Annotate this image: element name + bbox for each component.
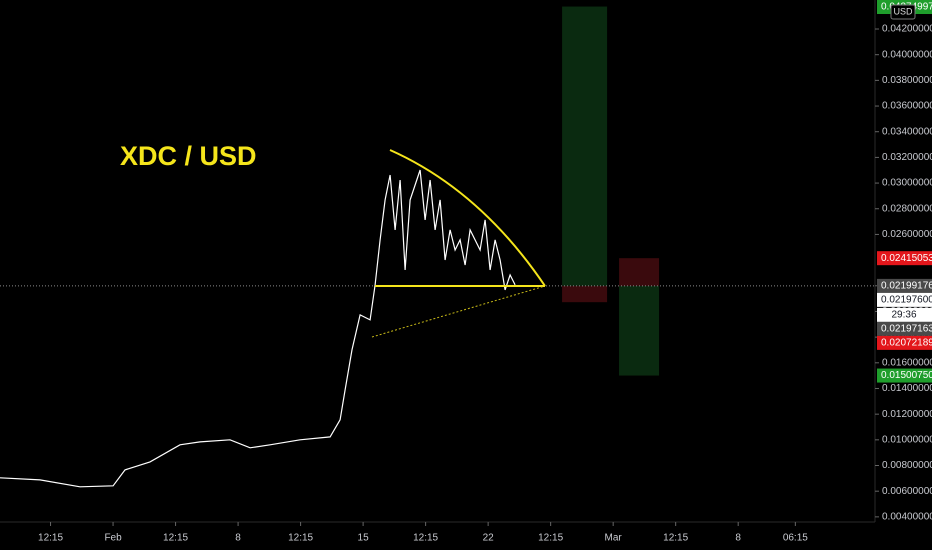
position-target [619, 285, 660, 376]
x-tick-label: 12:15 [663, 533, 688, 544]
price-label: 0.02199176 [881, 281, 932, 292]
y-tick-label: 0.00800000 [882, 460, 932, 471]
x-tick-label: 12:15 [538, 533, 563, 544]
plot-area [0, 6, 875, 488]
price-label: 0.02197600 [881, 295, 932, 306]
price-axis [875, 0, 932, 550]
y-tick-label: 0.01000000 [882, 434, 932, 445]
y-tick-label: 0.03600000 [882, 101, 932, 112]
x-tick-label: 06:15 [783, 533, 808, 544]
axes: 0.00400000 0.00600000 0.00800000 0.01000000… [38, 0, 932, 544]
price-label: 0.02197163 [881, 324, 932, 335]
price-label-box [877, 368, 932, 383]
y-tick-label: 0.03800000 [882, 75, 932, 86]
price-label-box [877, 335, 932, 350]
y-tick-label: 0.04200000 [882, 24, 932, 35]
position-target [562, 6, 608, 286]
x-tick-label: Feb [104, 533, 122, 544]
y-tick-label: 0.04000000 [882, 49, 932, 60]
x-tick-label: 8 [735, 533, 741, 544]
y-tick-label: 0.01400000 [882, 383, 932, 394]
y-tick-label: 0.01600000 [882, 357, 932, 368]
price-label: 0.01500750 [881, 370, 932, 381]
x-tick-label: 12:15 [288, 533, 313, 544]
price-line [0, 169, 516, 488]
y-tick-label: 0.03200000 [882, 152, 932, 163]
x-tick-label: 8 [235, 533, 241, 544]
y-tick-label: 0.03400000 [882, 126, 932, 137]
price-label: 0.02072189 [881, 338, 932, 349]
y-tick-label: 0.00400000 [882, 512, 932, 523]
y-tick-label: 0.00600000 [882, 486, 932, 497]
y-tick-label: 0.03000000 [882, 178, 932, 189]
position-stop [562, 285, 608, 303]
currency: USD [893, 6, 913, 16]
price-label-box [877, 251, 932, 266]
price-label: 0.02415053 [881, 253, 932, 264]
x-tick-label: 22 [483, 533, 495, 544]
chart-title: XDC / USD [120, 141, 257, 171]
x-tick-label: 15 [358, 533, 370, 544]
countdown: 29:36 [891, 310, 916, 321]
x-tick-label: 12:15 [38, 533, 63, 544]
price-label-box [877, 321, 932, 336]
y-tick-label: 0.02600000 [882, 229, 932, 240]
price-label-box [877, 292, 932, 307]
position-stop [619, 258, 660, 286]
countdown-box [877, 307, 932, 322]
y-tick-label: 0.01200000 [882, 409, 932, 420]
x-tick-label: Mar [605, 533, 623, 544]
pattern-curve [389, 149, 546, 287]
currency-box [890, 4, 916, 20]
x-tick-label: 12:15 [413, 533, 438, 544]
x-tick-label: 12:15 [163, 533, 188, 544]
y-tick-label: 0.02800000 [882, 203, 932, 214]
price-label-box [877, 278, 932, 293]
